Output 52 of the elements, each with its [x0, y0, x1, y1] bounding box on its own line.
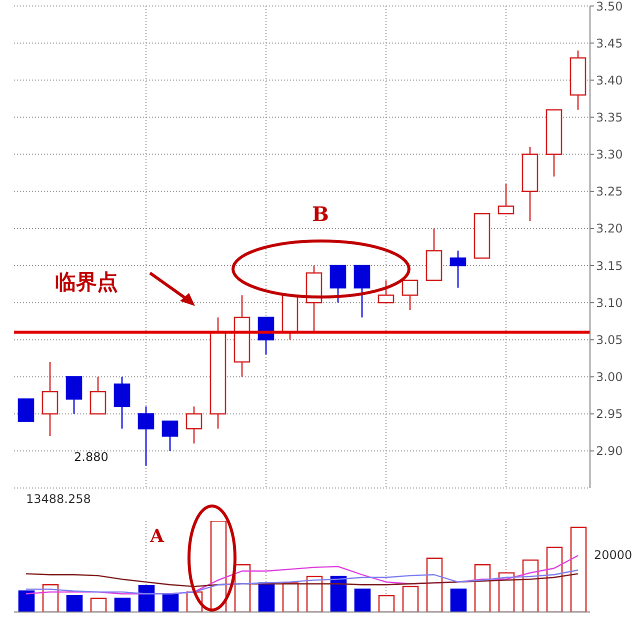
y-tick-label: 3.30	[596, 148, 623, 162]
text: 20000	[594, 548, 632, 562]
bar	[66, 594, 83, 612]
candlestick	[90, 376, 106, 414]
bar	[378, 594, 395, 612]
bar	[354, 588, 371, 612]
bar	[546, 546, 563, 612]
candlestick	[42, 361, 58, 437]
candlestick	[66, 376, 82, 414]
bar	[90, 598, 107, 612]
annotation: A	[150, 526, 164, 547]
candlestick	[498, 183, 514, 214]
bar	[474, 564, 491, 612]
candlestick	[114, 376, 130, 430]
y-tick-label: 3.35	[596, 110, 623, 124]
annotation: 2.880	[74, 450, 108, 464]
bar	[138, 584, 155, 612]
y-tick-label: 3.50	[596, 0, 623, 14]
y-tick-label: 3.10	[596, 296, 623, 310]
bar	[570, 526, 587, 612]
y-tick-label: 2.95	[596, 407, 623, 422]
y-tick-label: 2.90	[596, 444, 623, 458]
annotation: 临界点	[55, 268, 118, 296]
y-tick-label: 3.00	[596, 370, 623, 384]
bar	[162, 594, 179, 612]
annotation: B	[312, 202, 329, 226]
candlestick	[354, 264, 370, 318]
bar	[282, 582, 299, 612]
bar	[426, 558, 443, 612]
candlestick	[162, 420, 178, 452]
candlestick	[18, 398, 34, 422]
bar	[210, 521, 227, 612]
bar	[450, 588, 467, 612]
candlestick	[450, 250, 466, 288]
bar	[234, 564, 251, 612]
bar	[522, 559, 539, 612]
candlestick	[402, 280, 418, 311]
candlestick	[330, 264, 346, 304]
y-tick-label: 3.25	[596, 184, 623, 199]
candlestick	[378, 280, 394, 304]
text: 13488.258	[26, 492, 91, 506]
y-tick-label: 3.40	[596, 73, 623, 88]
candlestick	[138, 406, 154, 466]
y-tick-label: 3.20	[596, 222, 623, 236]
bar	[18, 590, 35, 612]
y-tick-label: 3.45	[596, 36, 623, 50]
bar	[402, 586, 419, 612]
candlestick	[186, 406, 202, 444]
bar	[258, 582, 275, 612]
bar	[114, 598, 131, 612]
y-tick-label: 3.05	[596, 332, 623, 347]
y-tick-label: 3.15	[596, 258, 623, 273]
